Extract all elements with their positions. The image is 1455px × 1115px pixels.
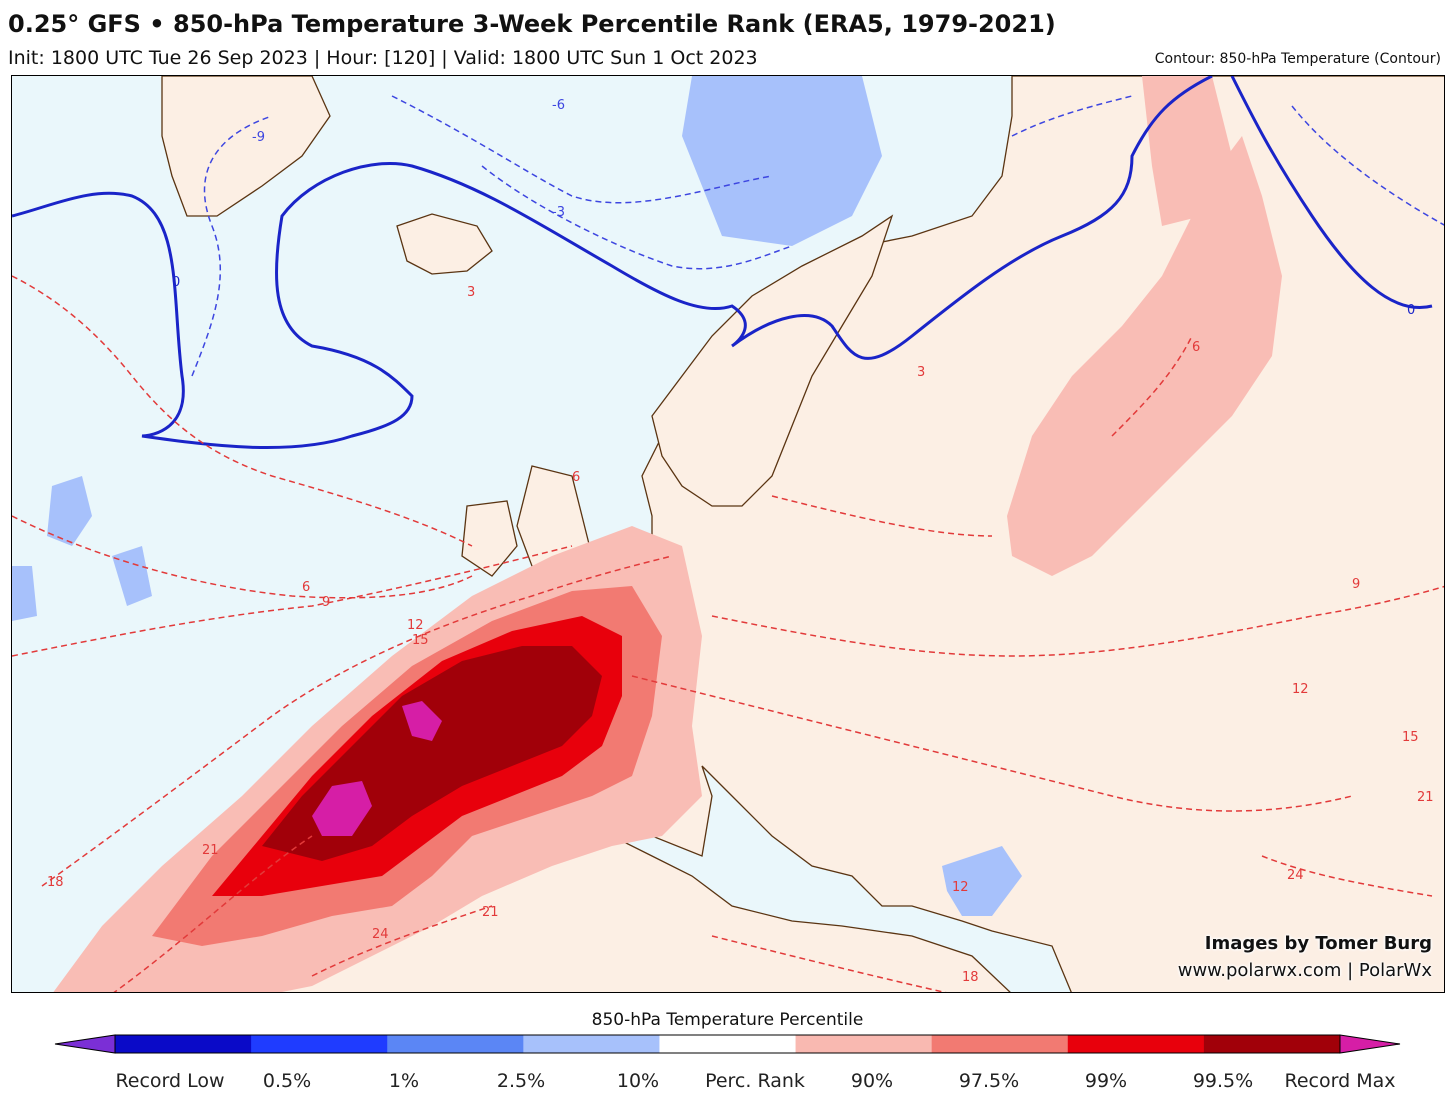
colorbar-outline (114, 1034, 1341, 1054)
map-panel: -9 -6 -3 0 0 3 3 6 6 6 9 9 12 12 12 15 1… (11, 75, 1445, 993)
cold-contour-5 (1291, 105, 1444, 226)
contour-label: 12 (1292, 682, 1309, 697)
low-percentile-layer (12, 76, 1022, 916)
contour-label: -6 (552, 98, 565, 113)
warm-contour-7 (711, 585, 1444, 657)
colorbar (54, 1034, 1401, 1054)
cold-contour-1 (191, 115, 273, 377)
contour-note: Contour: 850-hPa Temperature (Contour) (1154, 51, 1441, 67)
cold-contour-3 (481, 165, 793, 270)
warm-contour-12 (1261, 855, 1433, 897)
cold-contours (191, 95, 1444, 377)
colorbar-tick-label: 97.5% (958, 1070, 1020, 1092)
record-max-patch-2 (402, 701, 442, 741)
ireland-land (461, 500, 518, 577)
colorbar-title: 850-hPa Temperature Percentile (591, 1010, 864, 1030)
colorbar-segment (387, 1035, 524, 1053)
contour-label: 0 (172, 275, 180, 290)
zero-contour-east (1230, 76, 1433, 309)
map-subtitle: Init: 1800 UTC Tue 26 Sep 2023 | Hour: [… (8, 47, 758, 69)
contour-label: 12 (407, 618, 424, 633)
arctic-blue-patch (682, 76, 882, 246)
warm-contour-8 (771, 495, 993, 537)
colorbar-segment (931, 1035, 1069, 1053)
iceland-land (396, 213, 493, 275)
warm-contours (12, 275, 1444, 992)
contour-label: 24 (372, 927, 389, 942)
colorbar-tick-label: 99% (1084, 1070, 1128, 1092)
greenland-land (161, 76, 331, 217)
warm-contour-6 (631, 675, 1353, 812)
warm-contour-11 (311, 905, 493, 977)
map-canvas: -9 -6 -3 0 0 3 3 6 6 6 9 9 12 12 12 15 1… (12, 76, 1444, 992)
atlantic-blue-patch-3 (12, 566, 37, 621)
colorbar-segments (54, 1034, 1401, 1054)
contour-label: 3 (917, 365, 925, 380)
cold-contour-4 (1011, 95, 1133, 137)
contour-label: 6 (1192, 340, 1200, 355)
credit-author: Images by Tomer Burg (1204, 933, 1432, 954)
contour-label: 21 (202, 843, 219, 858)
colorbar-segment (523, 1035, 660, 1053)
atlantic-blue-patch-2 (112, 546, 152, 606)
contour-label: -3 (552, 205, 565, 220)
contour-label: 12 (952, 880, 969, 895)
colorbar-tick-label: Record Max (1284, 1070, 1396, 1092)
contour-label: 15 (1402, 730, 1419, 745)
contour-label: 9 (1352, 577, 1360, 592)
contour-label: 6 (572, 470, 580, 485)
warm-contour-2 (12, 515, 473, 599)
contour-label: -9 (252, 130, 265, 145)
atlantic-blue-patch-1 (47, 476, 92, 546)
colorbar-record-low-extend (54, 1034, 116, 1054)
contour-label: 0 (1407, 303, 1415, 318)
colorbar-tick-label: 0.5% (262, 1070, 312, 1092)
warm-contour-3 (12, 545, 573, 657)
colorbar-tick-label: Perc. Rank (705, 1070, 805, 1092)
colorbar-tick-label: 1% (388, 1070, 420, 1092)
east-warm-patch (1007, 136, 1282, 576)
colorbar-tick-label: Record Low (115, 1070, 225, 1092)
colorbar-tick-label: 99.5% (1192, 1070, 1254, 1092)
contour-label: 9 (322, 595, 330, 610)
warm-contour-9 (1111, 335, 1193, 437)
contour-label: 15 (412, 633, 429, 648)
contour-label: 24 (1287, 868, 1304, 883)
contour-label: 3 (467, 285, 475, 300)
contour-label-layer: -9 -6 -3 0 0 3 3 6 6 6 9 9 12 12 12 15 1… (47, 98, 1434, 985)
cold-contour-2 (391, 95, 773, 204)
colorbar-tick-label: 10% (616, 1070, 660, 1092)
colorbar-segment (1067, 1035, 1205, 1053)
colorbar-segment (251, 1035, 388, 1053)
colorbar-segment (115, 1035, 252, 1053)
colorbar-tick-label: 2.5% (496, 1070, 546, 1092)
contour-label: 21 (482, 905, 499, 920)
colorbar-tick-label: 90% (850, 1070, 894, 1092)
zero-contour (12, 76, 1213, 450)
contour-label: 18 (962, 970, 979, 985)
west-russia-warm-strip (1142, 76, 1232, 226)
contour-label: 21 (1417, 790, 1434, 805)
colorbar-segment (1203, 1035, 1341, 1053)
colorbar-record-max-extend (1339, 1034, 1401, 1054)
colorbar-segment (795, 1035, 933, 1053)
credit-website: www.polarwx.com | PolarWx (1177, 960, 1432, 981)
map-title: 0.25° GFS • 850-hPa Temperature 3-Week P… (8, 10, 1056, 38)
contour-label: 6 (302, 580, 310, 595)
contour-label: 18 (47, 875, 64, 890)
cyprus-blue-patch (942, 846, 1022, 916)
warm-anomaly-layer (53, 526, 702, 992)
warm-contour-10 (711, 935, 947, 992)
colorbar-segment (659, 1035, 797, 1053)
record-max-patch-1 (312, 781, 372, 836)
